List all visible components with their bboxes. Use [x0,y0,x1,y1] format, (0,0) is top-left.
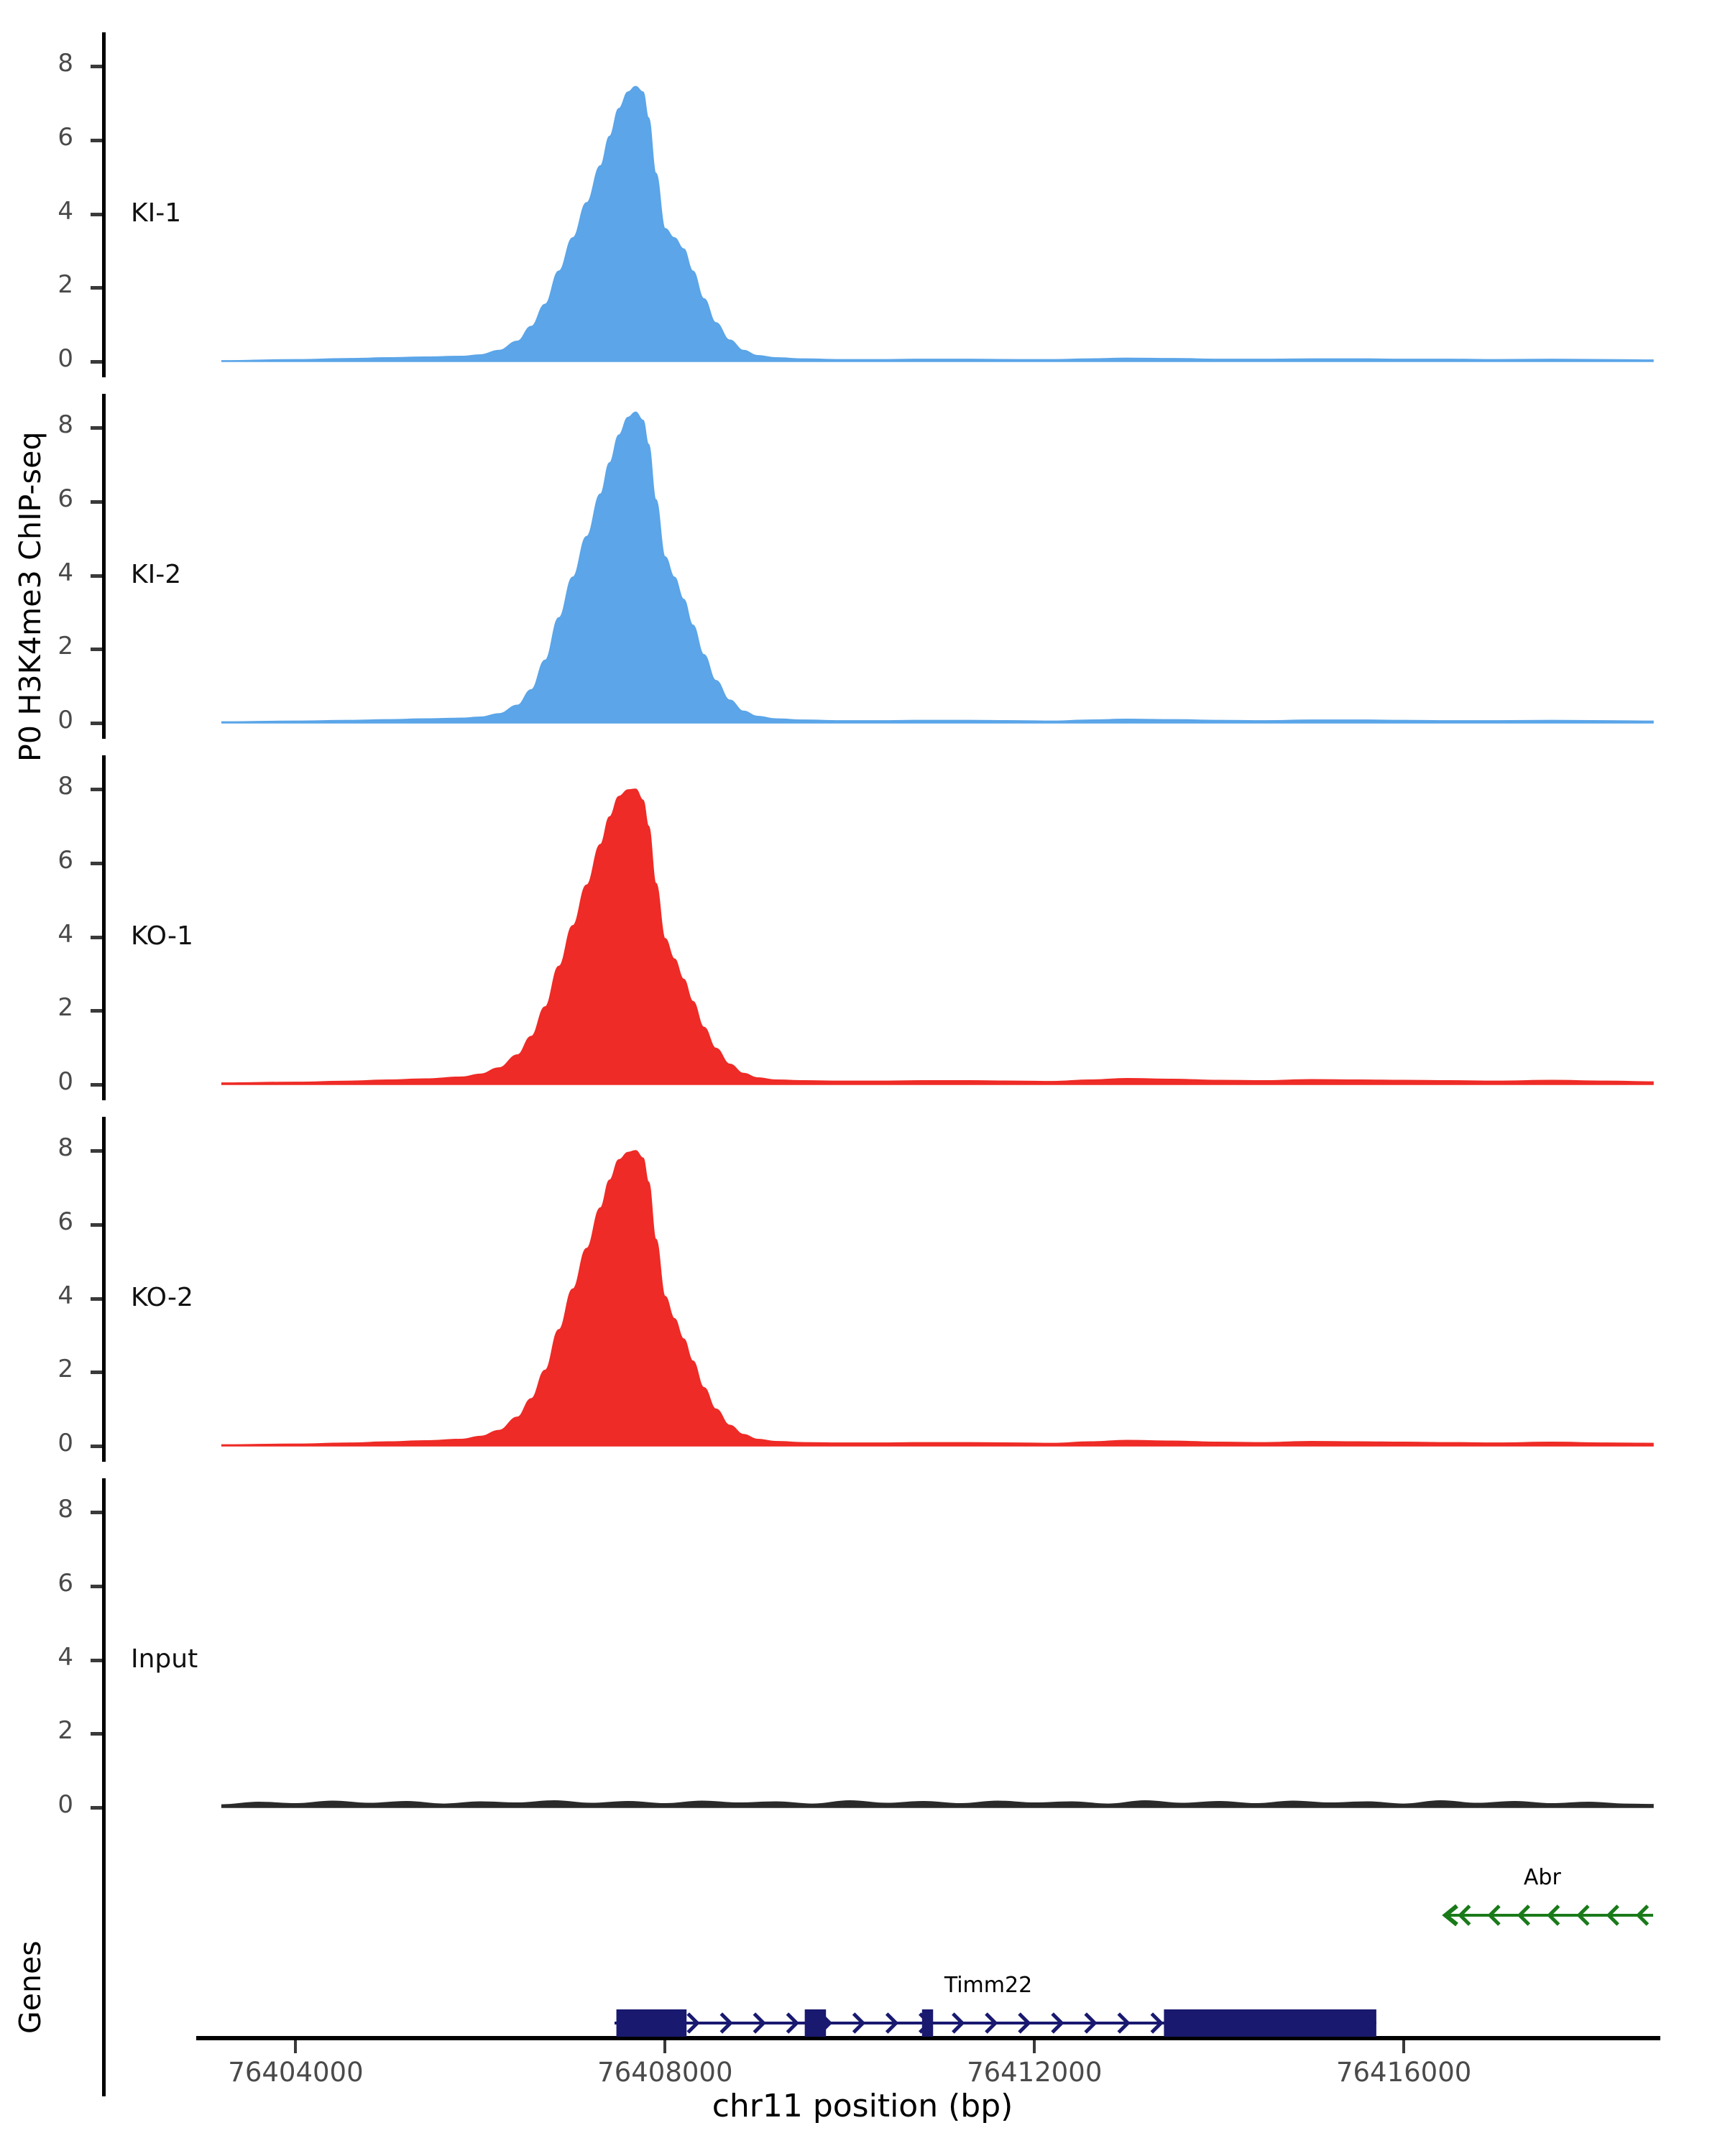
y-axis-tick-label: 6 [58,1207,73,1236]
genes-panel-spine [102,1809,106,2096]
y-axis-tick [91,1222,102,1227]
y-axis-spine [102,394,106,739]
y-axis-tick [91,1511,102,1514]
signal-track-ko-1 [0,755,1725,1100]
x-axis-tick [1033,2040,1036,2053]
gene-model-abr [1442,1904,1653,1927]
y-axis-tick-label: 4 [58,558,73,587]
y-axis-tick-label: 0 [58,344,73,373]
y-axis-tick-label: 4 [58,919,73,949]
y-axis-tick-label: 2 [58,993,73,1023]
y-axis-tick-label: 6 [58,484,73,513]
y-axis-tick [91,1584,102,1588]
x-axis-tick-label: 76416000 [1335,2057,1472,2088]
y-axis-tick [91,1149,102,1153]
x-axis-tick-label: 76412000 [967,2057,1103,2088]
y-axis-tick [91,499,102,504]
track-label-ki-1: KI-1 [131,198,182,228]
y-axis-tick [91,1296,102,1301]
y-axis-tick [91,360,102,364]
y-axis-tick-label: 4 [58,1281,73,1310]
y-axis-tick [91,1009,102,1013]
y-axis-tick [91,138,102,142]
x-axis-tick [1402,2040,1406,2053]
signal-track-ki-2 [0,394,1725,739]
y-axis-tick [91,648,102,652]
track-label-ko-2: KO-2 [131,1282,193,1312]
y-axis-tick [91,722,102,725]
gene-label-timm22: Timm22 [944,1973,1033,1998]
y-axis-spine [102,755,106,1100]
signal-track-input [0,1478,1725,1823]
y-axis-spine [102,1478,106,1823]
y-axis-tick-label: 2 [58,632,73,661]
x-axis-title: chr11 position (bp) [712,2088,1013,2124]
y-axis-tick-label: 8 [58,410,73,439]
y-axis-tick [91,1370,102,1375]
track-label-ko-1: KO-1 [131,921,193,951]
track-label-ki-2: KI-2 [131,559,182,589]
y-axis-tick [91,1806,102,1810]
y-axis-tick-label: 2 [58,270,73,300]
x-axis-tick [663,2040,667,2053]
y-axis-tick [91,861,102,865]
y-axis-tick-label: 6 [58,845,73,875]
y-axis-tick-label: 4 [58,1642,73,1672]
x-axis-tick-label: 76408000 [597,2057,733,2088]
y-axis-tick [91,1658,102,1662]
x-axis-tick-label: 76404000 [228,2057,364,2088]
y-axis-tick-label: 0 [58,1067,73,1096]
y-axis-tick-label: 6 [58,122,73,152]
y-axis-spine [102,32,106,377]
y-axis-spine [102,1117,106,1462]
y-axis-tick [91,935,102,939]
y-axis-tick-label: 8 [58,49,73,78]
y-axis-tick-label: 8 [58,1495,73,1524]
y-axis-tick [91,212,102,216]
y-axis-tick-label: 8 [58,772,73,801]
y-axis-tick-label: 4 [58,196,73,226]
y-axis-tick [91,65,102,68]
x-axis-line [196,2036,1660,2040]
y-axis-tick [91,788,102,791]
y-axis-tick-label: 2 [58,1355,73,1384]
track-label-input: Input [131,1644,198,1674]
x-axis-tick [294,2040,298,2053]
y-axis-tick-label: 0 [58,1790,73,1819]
y-axis-tick-label: 6 [58,1568,73,1598]
gene-model-timm22 [614,2009,1376,2037]
y-axis-tick [91,286,102,290]
y-axis-tick-label: 0 [58,1429,73,1457]
gene-label-abr: Abr [1523,1865,1561,1890]
y-axis-tick-label: 8 [58,1133,73,1162]
y-axis-tick [91,1445,102,1448]
y-axis-tick-label: 0 [58,706,73,734]
y-axis-tick [91,573,102,578]
y-axis-tick-label: 2 [58,1716,73,1746]
signal-track-ki-1 [0,32,1725,377]
y-axis-tick [91,1732,102,1736]
y-axis-tick [91,1083,102,1087]
y-axis-tick [91,426,102,430]
signal-track-ko-2 [0,1117,1725,1462]
